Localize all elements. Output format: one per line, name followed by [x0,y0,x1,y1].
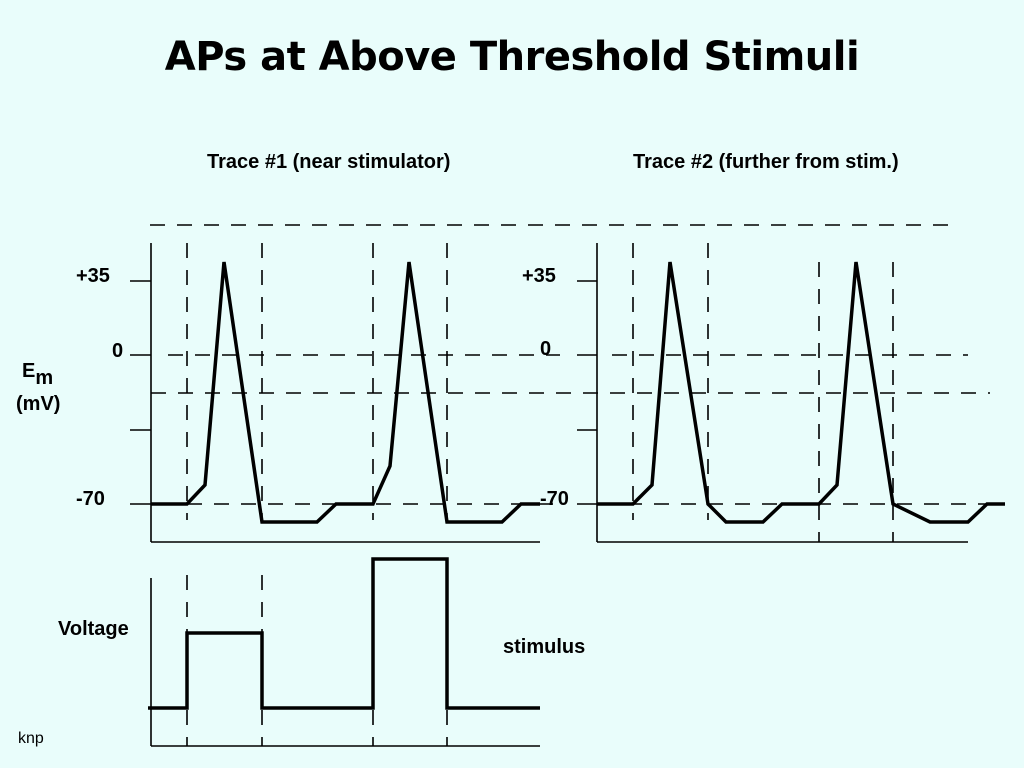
tick-zero-trace2: 0 [540,338,552,360]
tick-plus35-trace2: +35 [522,265,556,287]
y-axis-label-main: E [22,360,36,382]
stimulus-caption: stimulus [503,636,586,658]
y-axis-label-sub: m [35,367,54,389]
tick-plus35-trace1: +35 [76,265,110,287]
timing-lines-upper [186,243,894,542]
timing-lines-lower [186,575,448,746]
credit-text: knp [18,730,44,747]
stimulus-axes [150,578,540,747]
trace2-membrane-potential [597,261,1005,524]
tick-minus70-trace1: -70 [76,488,105,510]
y-axis-unit: (mV) [16,393,61,415]
reference-lines [151,354,990,505]
stimulus-waveform [148,557,540,710]
y-axis-label: Em [22,360,53,390]
slide-title: APs at Above Threshold Stimuli [164,34,860,80]
stimulus-axis-label: Voltage [58,618,129,640]
trace1-title: Trace #1 (near stimulator) [207,151,451,173]
tick-zero-trace1: 0 [112,340,124,362]
trace1-membrane-potential [151,261,540,524]
trace2-title: Trace #2 (further from stim.) [633,151,899,173]
